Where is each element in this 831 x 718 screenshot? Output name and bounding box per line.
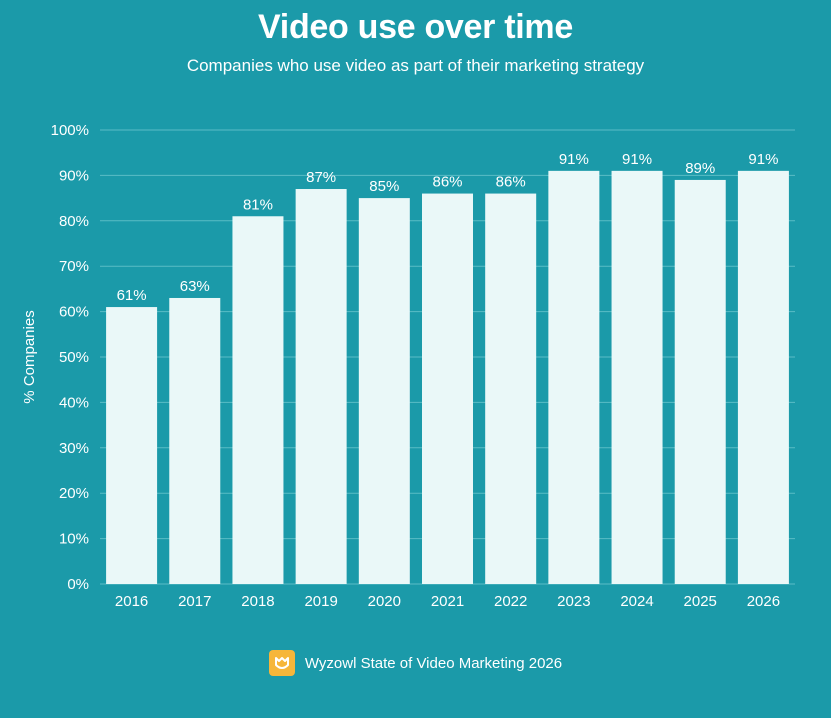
bar	[232, 216, 284, 584]
x-tick-labels: 2016 2017 2018 2019 2020 2021 2022 2023 2024 2025…	[115, 593, 780, 610]
bar	[358, 198, 410, 584]
value-label: 86%	[496, 174, 526, 191]
value-label: 91%	[748, 151, 778, 168]
y-tick-label: 0%	[67, 576, 89, 593]
value-label: 81%	[243, 196, 273, 213]
x-tick-label: 2020	[368, 593, 401, 610]
bar	[674, 179, 726, 584]
bar	[737, 170, 789, 585]
y-tick-label: 10%	[59, 531, 89, 548]
x-tick-label: 2022	[494, 593, 527, 610]
y-tick-label: 50%	[59, 349, 89, 366]
x-tick-label: 2021	[431, 593, 464, 610]
bar	[611, 170, 663, 585]
value-label: 91%	[622, 151, 652, 168]
x-tick-label: 2018	[241, 593, 274, 610]
x-tick-label: 2024	[620, 593, 653, 610]
x-tick-label: 2025	[684, 593, 717, 610]
y-tick-label: 30%	[59, 440, 89, 457]
y-tick-label: 90%	[59, 167, 89, 184]
y-tick-labels: 0% 10% 20% 30% 40% 50% 60% 70% 80% 90% 100%	[51, 122, 89, 593]
bar	[422, 193, 473, 584]
y-tick-label: 80%	[59, 213, 89, 230]
bar	[295, 189, 347, 584]
source-footer: Wyzowl State of Video Marketing 2026	[0, 650, 831, 676]
value-label: 61%	[117, 287, 147, 304]
value-label: 91%	[559, 151, 589, 168]
x-tick-label: 2016	[115, 593, 148, 610]
y-axis-label: % Companies	[21, 310, 38, 403]
bars	[106, 170, 789, 585]
value-label: 85%	[369, 178, 399, 195]
value-label: 89%	[685, 160, 715, 177]
bar	[169, 297, 221, 584]
bar	[548, 170, 600, 585]
y-tick-label: 100%	[51, 122, 89, 139]
value-label: 86%	[432, 174, 462, 191]
y-tick-label: 40%	[59, 394, 89, 411]
bar	[485, 193, 537, 584]
chart-subtitle: Companies who use video as part of their…	[186, 56, 645, 75]
y-tick-label: 20%	[59, 485, 89, 502]
y-tick-label: 60%	[59, 304, 89, 321]
x-tick-label: 2017	[178, 593, 211, 610]
wyzowl-logo-icon	[268, 650, 295, 676]
value-label: 87%	[306, 169, 336, 186]
x-tick-label: 2019	[304, 593, 337, 610]
x-tick-label: 2023	[557, 593, 590, 610]
value-labels: 61% 63% 81% 87% 85% 86% 86% 91% 91% 89% 91%	[117, 151, 779, 304]
x-tick-label: 2026	[747, 593, 780, 610]
y-tick-label: 70%	[59, 258, 89, 275]
source-text: Wyzowl State of Video Marketing 2026	[304, 654, 563, 672]
bar	[106, 307, 158, 584]
value-label: 63%	[180, 278, 210, 295]
chart-title: Video use over time	[258, 8, 573, 46]
